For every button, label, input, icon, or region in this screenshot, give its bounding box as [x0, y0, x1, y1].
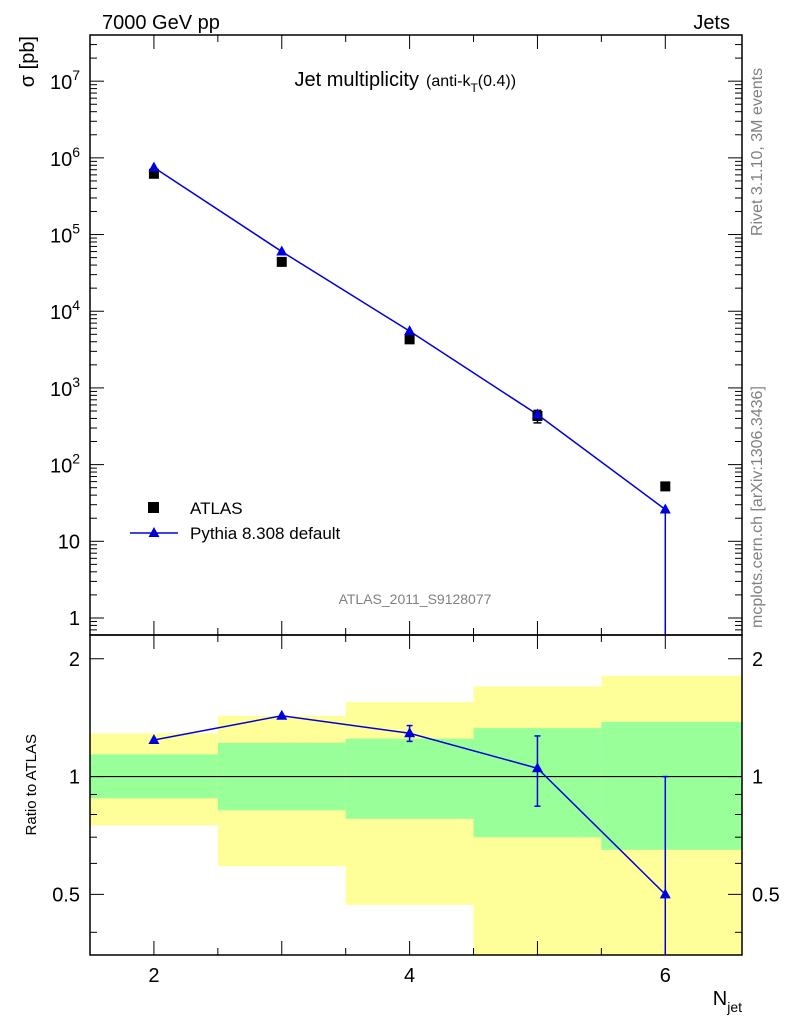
main-ytick-label-base: 10	[50, 302, 72, 324]
atlas-point	[276, 256, 287, 267]
plot-subtitle-subscript: T	[470, 81, 478, 95]
main-ylabel: σ [pb]	[17, 36, 39, 87]
ratio-mc-point	[276, 709, 288, 720]
ratio-ytick-label-right: 2	[752, 649, 763, 671]
ratio-xtick-label: 4	[404, 965, 415, 987]
header-right-label: Jets	[693, 12, 730, 34]
main-ytick-label: 106	[50, 144, 80, 171]
analysis-watermark: ATLAS_2011_S9128077	[339, 591, 492, 607]
main-ytick-label: 1	[69, 608, 80, 630]
atlas-point	[148, 168, 159, 179]
ratio-mc-point	[404, 727, 416, 738]
plot-title-main: Jet multiplicity	[295, 69, 419, 91]
ratio-xlabel-main: N	[713, 988, 727, 1010]
band-inner-4	[601, 721, 742, 850]
legend-atlas-label: ATLAS	[190, 499, 243, 518]
plot-subtitle: (anti-kT(0.4))	[426, 73, 516, 95]
legend-atlas-marker	[148, 502, 159, 513]
rivet-label: Rivet 3.1.10, 3M events	[749, 68, 766, 236]
ratio-mc-point	[148, 734, 160, 745]
atlas-point	[660, 481, 671, 492]
mc-point	[148, 161, 160, 172]
main-plot-area	[148, 161, 671, 635]
band-inner-2	[345, 738, 474, 819]
mc-point	[531, 408, 543, 419]
main-ytick-label-base: 10	[50, 456, 72, 478]
plot-subtitle-prefix: (anti-k	[426, 73, 471, 90]
mc-point	[659, 503, 671, 514]
plot-title: Jet multiplicity	[295, 69, 419, 91]
main-ytick-label-exponent: 6	[72, 144, 80, 160]
main-ytick-label-exponent: 4	[72, 297, 80, 313]
ratio-xtick-label: 6	[660, 965, 671, 987]
ratio-ytick-label-left: 1	[69, 767, 80, 789]
ratio-xlabel: Njet	[713, 988, 742, 1015]
ratio-ytick-label-right: 0.5	[752, 884, 780, 906]
ratio-uncertainty-bands	[90, 675, 742, 955]
main-ytick-label: 102	[50, 451, 80, 478]
legend-mc-label: Pythia 8.308 default	[190, 524, 341, 543]
header-left-label: 7000 GeV pp	[102, 12, 220, 34]
legend-mc-marker	[148, 527, 160, 537]
main-ytick-label-exponent: 3	[72, 374, 80, 390]
ratio-mc-point	[531, 762, 543, 773]
plot-subtitle-suffix: (0.4))	[478, 73, 516, 90]
ratio-plot-area	[90, 709, 742, 955]
main-ytick-label-exponent: 2	[72, 451, 80, 467]
ratio-ytick-label-right: 1	[752, 767, 763, 789]
ratio-frame	[89, 634, 743, 956]
mc-point	[276, 245, 288, 256]
main-ytick-label-exponent: 5	[72, 221, 80, 237]
main-ytick-label-base: 10	[50, 149, 72, 171]
ratio-ylabel: Ratio to ATLAS	[23, 734, 40, 835]
ratio-mc-point	[659, 888, 671, 899]
main-ytick-label-exponent: 7	[72, 67, 80, 83]
atlas-point	[404, 334, 415, 345]
mc-point	[404, 325, 416, 336]
main-ytick-label: 105	[50, 221, 80, 248]
ratio-ytick-label-left: 0.5	[52, 884, 80, 906]
ratio-xlabel-subscript: jet	[726, 999, 742, 1015]
main-ytick-label-base: 10	[50, 72, 72, 94]
legend: ATLAS Pythia 8.308 default	[130, 499, 341, 543]
main-ytick-label: 103	[50, 374, 80, 401]
main-ytick-label: 104	[50, 297, 80, 324]
main-ytick-label-base: 10	[50, 226, 72, 248]
main-ytick-label: 107	[50, 67, 80, 94]
ratio-xtick-label: 2	[148, 965, 159, 987]
ratio-ytick-label-left: 2	[69, 649, 80, 671]
mcplots-label: mcplots.cern.ch [arXiv:1306.3436]	[749, 386, 766, 628]
main-ytick-label-base: 10	[50, 379, 72, 401]
main-ytick-label: 10	[58, 531, 80, 553]
